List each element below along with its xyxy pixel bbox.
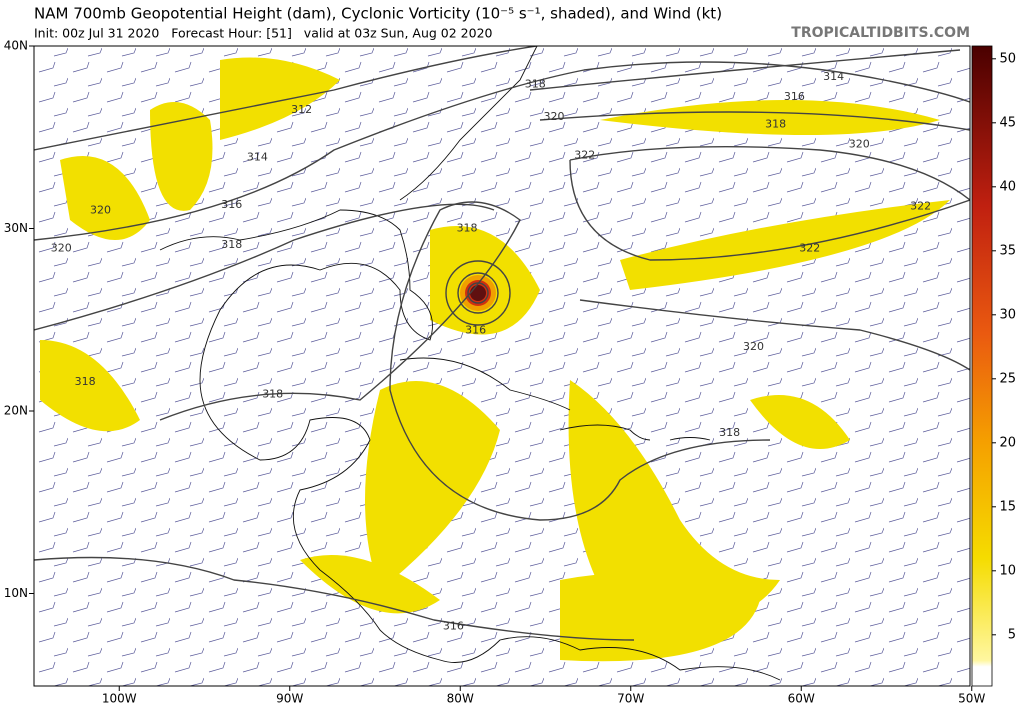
hurricane: [445, 260, 511, 326]
contour-label: 314: [823, 70, 844, 83]
colorbar-tick-label: 40: [999, 179, 1016, 194]
contour-label: 316: [784, 90, 805, 103]
contour-label: 320: [51, 242, 72, 255]
colorbar-tick-label: 15: [999, 499, 1016, 514]
lon-tick-label: 50W: [958, 692, 985, 706]
title: NAM 700mb Geopotential Height (dam), Cyc…: [34, 5, 722, 23]
coastlines: [159, 46, 781, 681]
map-body: [34, 46, 970, 686]
height-contours: [34, 46, 970, 641]
contour-label: 320: [743, 340, 764, 353]
colorbar-tick-label: 45: [999, 115, 1016, 130]
colorbar-tick-label: 50: [999, 51, 1016, 66]
lat-tick-label: 30N: [4, 221, 28, 235]
lat-tick-label: 20N: [4, 404, 28, 418]
contour-label: 312: [291, 103, 312, 116]
colorbar-tick-label: 25: [999, 371, 1016, 386]
contour-label: 318: [221, 238, 242, 251]
lon-tick-label: 70W: [617, 692, 644, 706]
contour-label: 318: [525, 77, 546, 90]
contour-label: 322: [910, 200, 931, 213]
contour-label: 318: [457, 222, 478, 235]
colorbar-tick-label: 20: [999, 435, 1016, 450]
contour-label: 320: [544, 110, 565, 123]
contour-label: 316: [221, 198, 242, 211]
lon-tick-label: 60W: [788, 692, 815, 706]
colorbar-tick-label: 5: [1008, 627, 1016, 642]
subtitle: Init: 00z Jul 31 2020 Forecast Hour: [51…: [34, 26, 493, 41]
colorbar-tick-label: 35: [999, 243, 1016, 258]
contour-label: 316: [443, 619, 464, 632]
contour-label: 318: [75, 375, 96, 388]
colorbar-tick-label: 10: [999, 563, 1016, 578]
contour-label: 322: [799, 242, 820, 255]
watermark: TROPICALTIDBITS.COM: [791, 25, 970, 41]
colorbar-tick-label: 30: [999, 307, 1016, 322]
contour-label: 316: [465, 324, 486, 337]
contour-label: 322: [574, 149, 595, 162]
contour-label: 320: [90, 203, 111, 216]
contour-label: 314: [247, 150, 268, 163]
lon-tick-label: 100W: [102, 692, 137, 706]
colorbar: [971, 45, 993, 687]
lat-tick-label: 10N: [4, 586, 28, 600]
map-frame: [33, 45, 971, 687]
contour-label: 318: [719, 426, 740, 439]
contour-label: 320: [849, 138, 870, 151]
lon-tick-label: 80W: [447, 692, 474, 706]
contour-label: 318: [765, 117, 786, 130]
lat-tick-label: 40N: [4, 39, 28, 53]
lon-tick-label: 90W: [276, 692, 303, 706]
contour-label: 318: [262, 388, 283, 401]
